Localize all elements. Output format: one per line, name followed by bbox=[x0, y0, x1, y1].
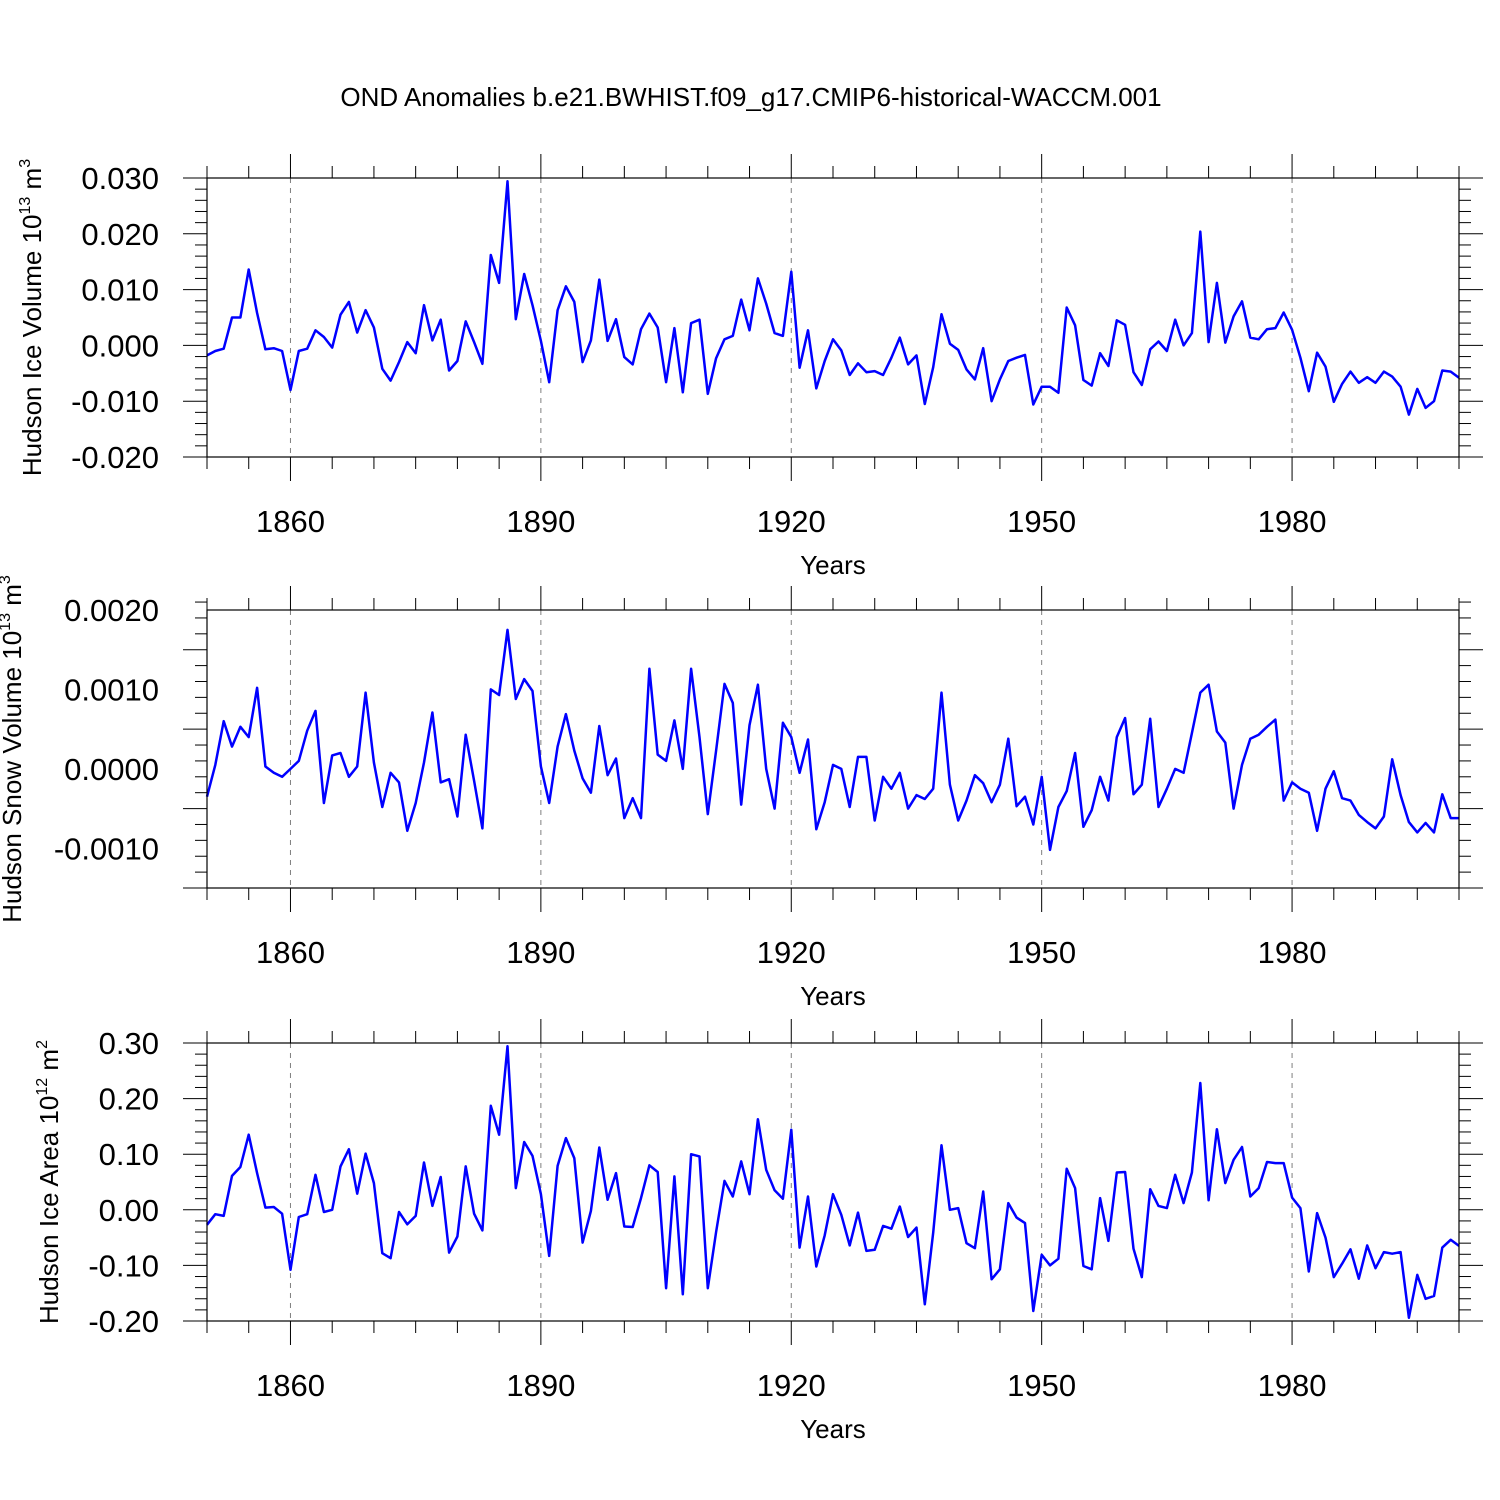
x-tick-label: 1920 bbox=[757, 1368, 826, 1403]
x-tick-label: 1980 bbox=[1258, 1368, 1327, 1403]
y-tick-label: -0.0010 bbox=[54, 831, 159, 866]
y-tick-label: 0.0010 bbox=[64, 672, 159, 707]
plot-frame bbox=[206, 177, 1460, 458]
y-tick-label: 0.010 bbox=[81, 273, 159, 308]
x-tick-label: 1950 bbox=[1007, 935, 1076, 970]
y-tick-label: -0.020 bbox=[71, 440, 159, 475]
x-tick-label: 1980 bbox=[1258, 504, 1327, 539]
x-tick-label: 1890 bbox=[506, 1368, 575, 1403]
x-axis-title: Years bbox=[800, 550, 866, 580]
series-line bbox=[206, 180, 1460, 416]
y-tick-label: 0.030 bbox=[81, 161, 159, 196]
y-axis-title: Hudson Ice Volume 1013 m3 bbox=[17, 159, 47, 476]
x-tick-label: 1890 bbox=[506, 935, 575, 970]
x-tick-label: 1890 bbox=[506, 504, 575, 539]
series-line bbox=[205, 628, 1459, 852]
panel-ice-volume: 0.030 0.020 0.010 0.000 -0.010 -0.020 1860 1890… bbox=[17, 154, 1483, 580]
x-tick-label: 1950 bbox=[1007, 1368, 1076, 1403]
x-tick-label: 1920 bbox=[757, 935, 826, 970]
series-line bbox=[206, 1045, 1460, 1319]
plot-frame bbox=[206, 609, 1460, 889]
plot-frame bbox=[206, 1042, 1460, 1322]
panels: 0.030 0.020 0.010 0.000 -0.010 -0.020 1860 1890… bbox=[0, 154, 1483, 1444]
y-tick-label: 0.0000 bbox=[64, 752, 159, 787]
y-tick-label: -0.10 bbox=[88, 1248, 159, 1283]
x-tick-label: 1860 bbox=[256, 504, 325, 539]
y-tick-label: -0.010 bbox=[71, 384, 159, 419]
y-tick-label: 0.000 bbox=[81, 328, 159, 363]
panel-snow-volume: 0.0020 0.0010 0.0000 -0.0010 1860 1890 1920 195… bbox=[0, 575, 1483, 1011]
y-tick-label: 0.30 bbox=[99, 1026, 159, 1061]
y-axis-title: Hudson Ice Area 1012 m2 bbox=[34, 1040, 64, 1324]
y-tick-label: 0.020 bbox=[81, 217, 159, 252]
y-tick-label: -0.20 bbox=[88, 1304, 159, 1339]
x-tick-label: 1980 bbox=[1258, 935, 1327, 970]
x-tick-label: 1860 bbox=[256, 1368, 325, 1403]
y-tick-label: 0.0020 bbox=[64, 593, 159, 628]
panel-ice-area: 0.30 0.20 0.10 0.00 -0.10 -0.20 1860 1890 1920 19… bbox=[34, 1019, 1483, 1444]
y-axis-title: Hudson Snow Volume 1013 m3 bbox=[0, 575, 27, 923]
x-tick-label: 1860 bbox=[256, 935, 325, 970]
y-tick-label: 0.00 bbox=[99, 1193, 159, 1228]
x-axis-title: Years bbox=[800, 1414, 866, 1444]
x-tick-label: 1950 bbox=[1007, 504, 1076, 539]
figure-title: OND Anomalies b.e21.BWHIST.f09_g17.CMIP6… bbox=[340, 82, 1161, 112]
x-tick-label: 1920 bbox=[757, 504, 826, 539]
y-tick-label: 0.10 bbox=[99, 1137, 159, 1172]
y-tick-label: 0.20 bbox=[99, 1082, 159, 1117]
x-axis-title: Years bbox=[800, 981, 866, 1011]
